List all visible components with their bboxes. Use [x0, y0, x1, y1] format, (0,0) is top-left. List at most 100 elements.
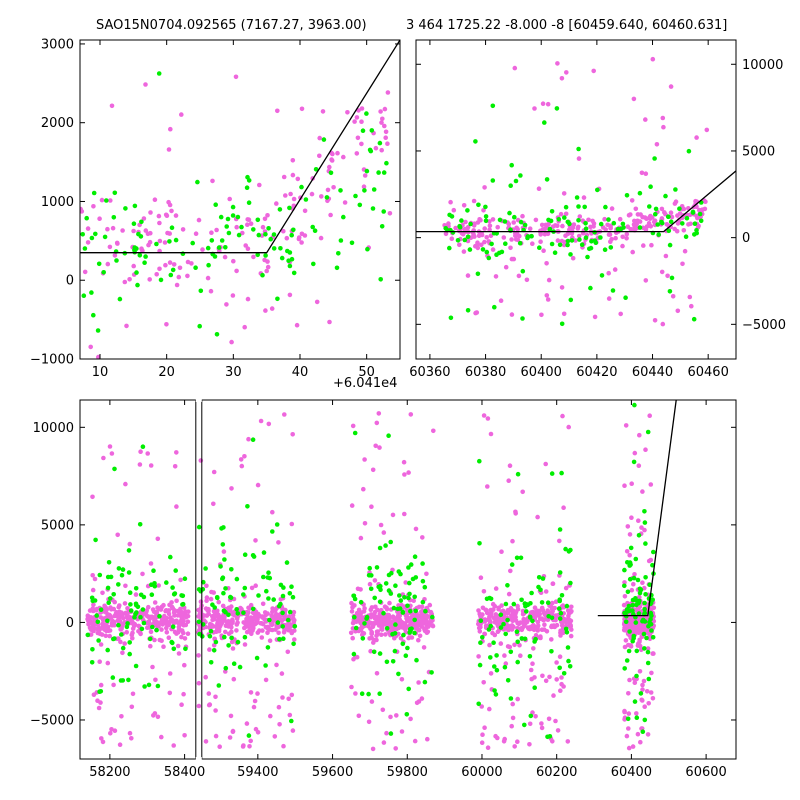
green-data-point: [285, 617, 291, 623]
magenta-data-point: [491, 616, 497, 621]
magenta-data-point: [430, 623, 436, 629]
magenta-data-point: [490, 601, 496, 607]
magenta-data-point: [609, 206, 615, 211]
magenta-data-point: [515, 237, 521, 243]
green-data-point: [235, 214, 241, 220]
magenta-data-point: [110, 225, 116, 231]
green-data-point: [146, 682, 152, 688]
magenta-data-point: [575, 226, 581, 231]
magenta-data-point: [213, 694, 218, 700]
magenta-data-point: [167, 671, 173, 676]
magenta-data-point: [82, 269, 88, 275]
magenta-data-point: [389, 619, 395, 625]
magenta-data-point: [628, 644, 634, 649]
magenta-data-point: [393, 746, 399, 751]
magenta-data-point: [139, 246, 144, 251]
magenta-data-point: [481, 208, 486, 213]
y-tick-label: 0: [742, 231, 750, 246]
magenta-data-point: [92, 576, 98, 582]
magenta-data-point: [512, 744, 517, 749]
magenta-data-point: [99, 197, 105, 203]
green-data-point: [266, 596, 271, 601]
magenta-data-point: [80, 206, 83, 212]
magenta-data-point: [641, 243, 646, 248]
magenta-data-point: [560, 223, 565, 229]
magenta-data-point: [475, 241, 480, 247]
magenta-data-point: [403, 580, 409, 585]
green-data-point: [646, 676, 652, 682]
magenta-data-point: [550, 600, 555, 606]
magenta-data-point: [539, 627, 545, 632]
green-data-point: [370, 206, 376, 211]
green-data-point: [225, 216, 231, 222]
magenta-data-point: [260, 615, 266, 620]
magenta-data-point: [424, 619, 430, 624]
green-data-point: [206, 262, 211, 268]
magenta-data-point: [650, 651, 655, 656]
magenta-data-point: [210, 178, 215, 184]
magenta-data-point: [563, 211, 569, 217]
green-data-point: [154, 627, 159, 633]
green-data-point: [180, 593, 186, 599]
magenta-data-point: [564, 70, 569, 75]
magenta-data-point: [545, 297, 551, 302]
magenta-data-point: [382, 106, 388, 112]
green-data-point: [475, 271, 481, 277]
green-data-point: [223, 586, 228, 591]
magenta-data-point: [251, 254, 256, 260]
magenta-data-point: [371, 640, 376, 645]
magenta-data-point: [626, 745, 632, 751]
y-tick-label: 10000: [742, 58, 783, 73]
magenta-data-point: [166, 611, 172, 617]
magenta-data-point: [341, 154, 346, 160]
magenta-data-point: [107, 612, 112, 618]
magenta-data-point: [204, 583, 209, 589]
magenta-data-point: [502, 736, 508, 742]
green-data-point: [655, 222, 660, 227]
magenta-data-point: [108, 198, 113, 203]
magenta-data-point: [631, 581, 636, 587]
y-tick-label: 10000: [33, 421, 74, 436]
magenta-data-point: [147, 239, 153, 245]
green-data-point: [652, 156, 657, 161]
green-data-point: [407, 580, 412, 586]
green-data-point: [502, 219, 508, 224]
green-data-point: [467, 247, 473, 252]
magenta-data-point: [145, 451, 150, 456]
magenta-data-point: [372, 616, 378, 621]
magenta-data-point: [174, 450, 179, 455]
x-tick-label: 59400: [237, 765, 278, 780]
magenta-data-point: [481, 589, 487, 594]
magenta-data-point: [99, 632, 105, 637]
x-tick-label: 60200: [536, 765, 577, 780]
green-data-point: [514, 555, 520, 561]
magenta-data-point: [592, 314, 598, 320]
magenta-data-point: [672, 201, 678, 206]
magenta-data-point: [174, 504, 179, 509]
magenta-data-point: [127, 277, 132, 282]
green-data-point: [625, 589, 631, 595]
magenta-data-point: [479, 242, 484, 248]
green-data-point: [110, 675, 116, 680]
green-data-point: [95, 619, 101, 625]
green-data-point: [634, 602, 639, 608]
magenta-data-point: [246, 621, 252, 627]
magenta-data-point: [229, 625, 234, 630]
magenta-data-point: [642, 704, 647, 709]
green-data-point: [532, 685, 537, 690]
green-data-point: [422, 584, 428, 590]
magenta-data-point: [495, 224, 501, 230]
green-data-point: [364, 111, 369, 116]
magenta-data-point: [290, 158, 296, 163]
green-data-point: [405, 603, 410, 609]
magenta-data-point: [259, 635, 265, 640]
green-data-point: [108, 596, 113, 601]
magenta-data-point: [206, 611, 211, 617]
magenta-data-point: [105, 660, 111, 666]
magenta-data-point: [537, 612, 542, 617]
green-data-point: [264, 588, 269, 594]
green-data-point: [220, 542, 226, 547]
magenta-data-point: [205, 275, 211, 281]
green-data-point: [692, 221, 698, 226]
magenta-data-point: [640, 214, 645, 220]
